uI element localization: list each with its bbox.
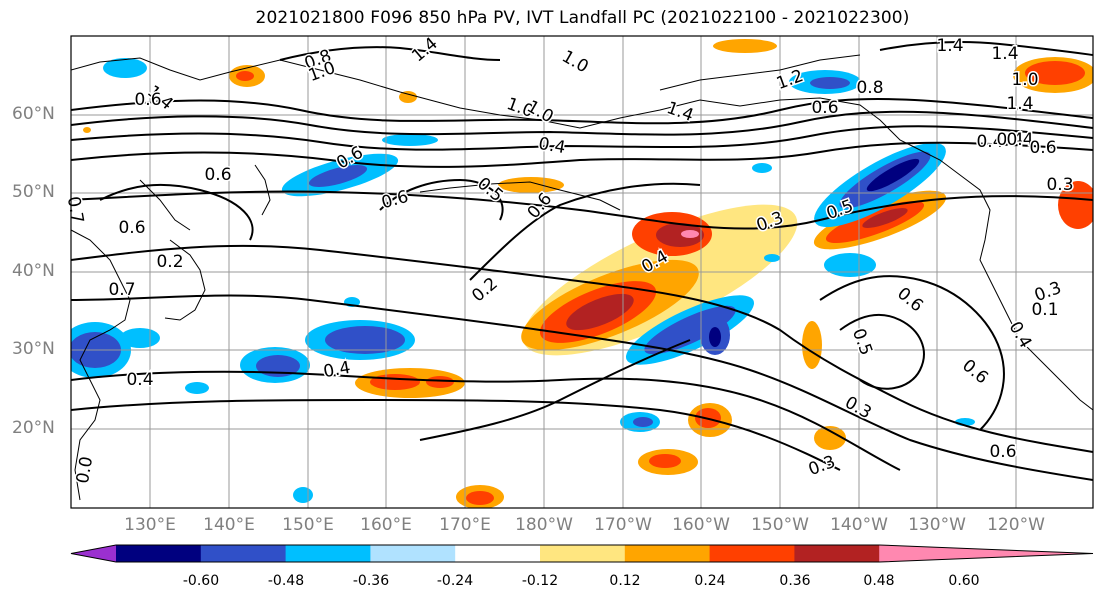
contour-label: 0.4 bbox=[537, 134, 567, 158]
ivt-contours bbox=[71, 41, 1093, 481]
lon-label-130e: 130°E bbox=[124, 515, 176, 535]
lon-label-170w: 170°W bbox=[594, 515, 652, 535]
contour-label: 0.6 bbox=[1029, 138, 1056, 158]
colorbar-tick-label: -0.60 bbox=[182, 573, 220, 589]
contour-label: 0.4 bbox=[126, 370, 153, 390]
contour-label: 0.6 bbox=[118, 218, 145, 238]
colorbar-extend-max bbox=[879, 545, 1093, 562]
map-frame bbox=[70, 35, 1094, 509]
contour-label: 0.6 bbox=[204, 165, 231, 185]
contour-label: 1.4 bbox=[936, 36, 963, 56]
contour-label: 0.3 bbox=[1046, 175, 1073, 195]
lat-label-30n: 30°N bbox=[12, 339, 55, 359]
lon-label-150e: 150°E bbox=[282, 515, 334, 535]
colorbar-segment bbox=[285, 545, 371, 562]
contour-label: 0.6 bbox=[134, 90, 161, 110]
contour-label: 0.6 bbox=[811, 98, 838, 118]
map-title: 2021021800 F096 850 hPa PV, IVT Landfall… bbox=[255, 8, 910, 28]
contour-label: 0.2 bbox=[156, 252, 183, 272]
colorbar-extend-min bbox=[71, 545, 116, 562]
colorbar-tick-label: -0.24 bbox=[436, 573, 474, 589]
coastlines bbox=[71, 54, 1093, 501]
contour-label: 0.7 bbox=[63, 195, 87, 225]
lon-label-140w: 140°W bbox=[830, 515, 888, 535]
colorbar-tick-label: 0.12 bbox=[609, 573, 641, 589]
lat-label-60n: 60°N bbox=[12, 104, 55, 124]
contour-label: 0.4 bbox=[976, 132, 1003, 152]
lon-label-160e: 160°E bbox=[360, 515, 412, 535]
lon-label-120w: 120°W bbox=[987, 515, 1045, 535]
colorbar-tick-label: 0.36 bbox=[779, 573, 811, 589]
contour-label: 1.4 bbox=[1006, 94, 1033, 114]
contour-label: 0.4 bbox=[1006, 130, 1033, 150]
colorbar-segment bbox=[200, 545, 287, 562]
contour-label: 0.4 bbox=[996, 130, 1023, 150]
colorbar-tick-label: -0.36 bbox=[352, 573, 390, 589]
colorbar-segment bbox=[624, 545, 711, 562]
contour-label: 1.4 bbox=[991, 44, 1018, 64]
colorbar-segment bbox=[116, 545, 202, 562]
colorbar-tick-label: 0.48 bbox=[863, 573, 895, 589]
colorbar-tick-label: 0.60 bbox=[948, 573, 980, 589]
colorbar-segment bbox=[370, 545, 456, 562]
colorbar-segment bbox=[540, 545, 626, 562]
contour-label: 1.0 bbox=[1011, 70, 1038, 90]
colorbar-segment bbox=[455, 545, 541, 562]
colorbar-outline bbox=[70, 544, 1094, 563]
lat-label-40n: 40°N bbox=[12, 261, 55, 281]
lon-label-170e: 170°E bbox=[439, 515, 491, 535]
lon-label-160w: 160°W bbox=[672, 515, 730, 535]
contour-label: 0.8 bbox=[856, 78, 883, 98]
lon-label-150w: 150°W bbox=[751, 515, 809, 535]
lon-label-140e: 140°E bbox=[203, 515, 255, 535]
colorbar bbox=[70, 544, 1094, 563]
colorbar-segment bbox=[794, 545, 880, 562]
colorbar-tick-label: 0.24 bbox=[694, 573, 726, 589]
contour-label: 0.7 bbox=[108, 280, 135, 300]
lon-label-180w: 180°W bbox=[515, 515, 573, 535]
lon-label-130w: 130°W bbox=[908, 515, 966, 535]
contour-label: 0.6 bbox=[989, 442, 1016, 462]
colorbar-tick-label: -0.12 bbox=[521, 573, 559, 589]
lat-label-20n: 20°N bbox=[12, 418, 55, 438]
lat-label-50n: 50°N bbox=[12, 182, 55, 202]
colorbar-segment bbox=[709, 545, 795, 562]
contour-label: 0.1 bbox=[1031, 300, 1058, 320]
colorbar-tick-label: -0.48 bbox=[267, 573, 305, 589]
